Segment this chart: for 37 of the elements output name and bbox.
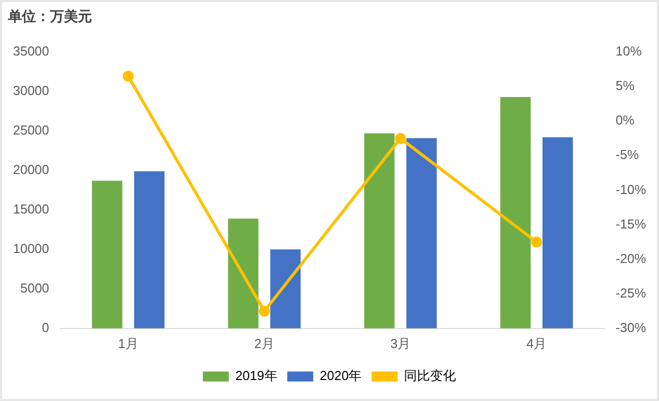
bar [92, 180, 122, 328]
y2-tick-label: -30% [616, 320, 646, 335]
y2-tick-label: 0% [616, 112, 635, 128]
y2-tick-label: -20% [616, 250, 646, 266]
y2-tick-label: -5% [616, 147, 640, 162]
y2-tick-label: -15% [616, 216, 646, 232]
y2-tick-label: -10% [616, 182, 646, 197]
y-tick-label: 15000 [12, 202, 50, 217]
legend-label: 2019年 [235, 368, 278, 384]
legend-label: 同比变化 [404, 368, 456, 384]
bar [542, 137, 573, 328]
x-tick-label: 2月 [254, 336, 274, 351]
x-tick-label: 1月 [118, 336, 138, 351]
point [531, 236, 542, 248]
bar [364, 133, 395, 328]
bar [134, 171, 165, 328]
legend-label: 2020年 [320, 368, 362, 384]
y-tick-label: 35000 [12, 44, 50, 59]
bar [228, 218, 258, 328]
x-tick-label: 3月 [390, 336, 411, 351]
x-tick-label: 4月 [526, 336, 547, 351]
y-tick-label: 10000 [12, 241, 50, 256]
y2-tick-label: 5% [616, 78, 635, 94]
y-tick-label: 5000 [20, 280, 50, 296]
y-tick-label: 0 [42, 320, 50, 335]
bar [406, 138, 437, 328]
y-tick-label: 30000 [12, 83, 50, 98]
y2-tick-label: -25% [616, 285, 646, 300]
y-tick-label: 25000 [12, 122, 50, 138]
point [122, 70, 134, 82]
bar [270, 249, 301, 328]
y-axis-title: 单位：万美元 [7, 8, 92, 24]
bar [500, 97, 531, 328]
point [258, 306, 270, 317]
y-tick-label: 20000 [12, 162, 50, 178]
y2-tick-label: 10% [616, 44, 642, 59]
point [394, 132, 406, 144]
